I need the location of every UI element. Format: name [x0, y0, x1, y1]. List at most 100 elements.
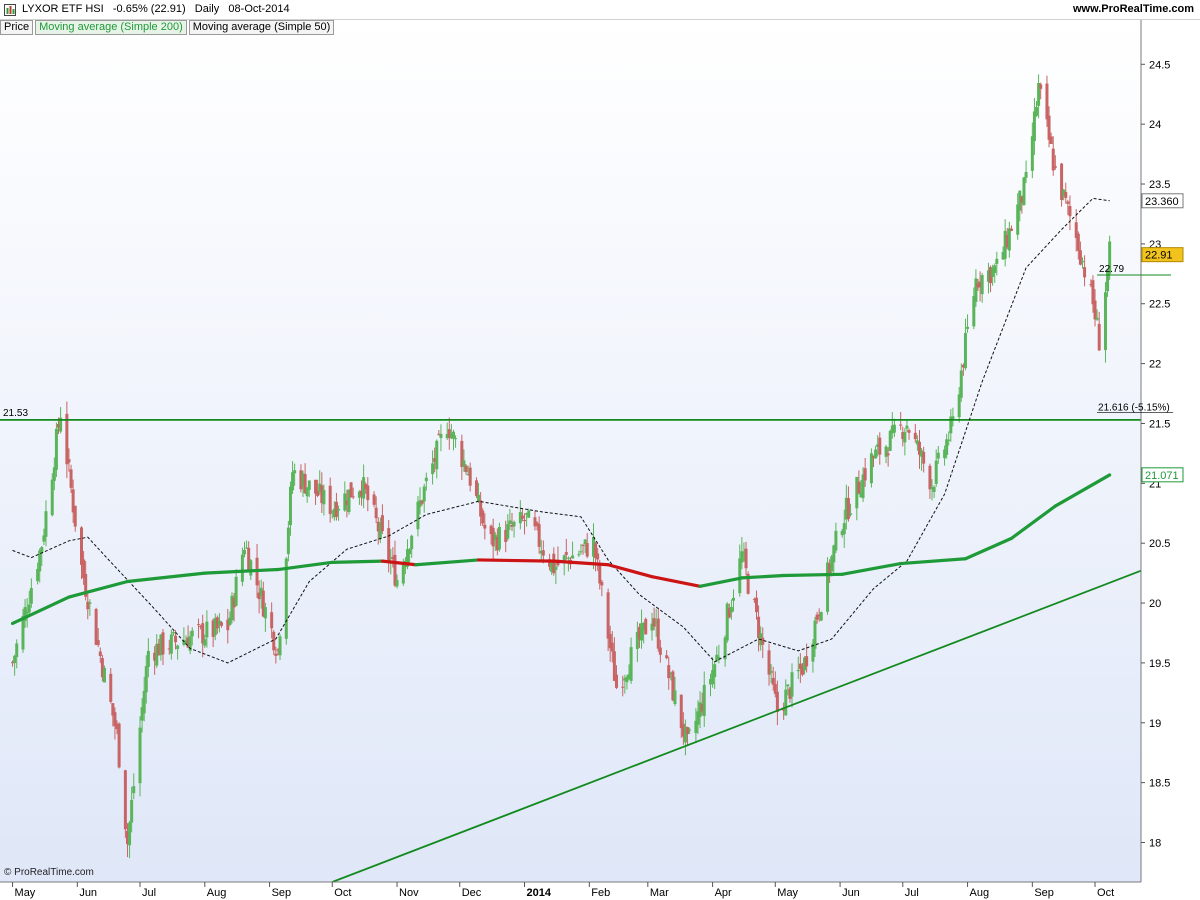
ma200-segment — [10, 595, 71, 626]
candle-body — [621, 686, 625, 688]
candle-body — [830, 556, 834, 572]
candle-body — [111, 703, 115, 716]
legend-ma50[interactable]: Moving average (Simple 50) — [188, 20, 335, 35]
candle-body — [479, 500, 483, 517]
candle-body — [683, 726, 687, 743]
candle-body — [249, 560, 253, 576]
candle-body — [936, 452, 940, 459]
candle-body — [652, 618, 656, 627]
candle-body — [71, 489, 75, 513]
candle-body — [548, 559, 552, 567]
candle-body — [520, 515, 524, 519]
candle-body — [401, 562, 405, 584]
candle-body — [1047, 115, 1051, 140]
candle-body — [1064, 191, 1068, 198]
candle-body — [213, 618, 217, 636]
candle-body — [637, 627, 641, 640]
candle-body — [408, 549, 412, 554]
candle-body — [188, 636, 192, 651]
candle-body — [552, 553, 556, 574]
candle-body — [305, 487, 309, 497]
x-tick-label: Oct — [1097, 887, 1114, 899]
trendline[interactable] — [331, 569, 1141, 882]
candle-body — [963, 332, 967, 369]
candlesticks — [11, 74, 1112, 859]
candle-body — [872, 456, 876, 458]
candle-body — [1080, 261, 1084, 263]
candle-body — [903, 431, 907, 443]
indicator-legend: Price Moving average (Simple 200) Moving… — [0, 20, 336, 35]
candle-body — [665, 655, 669, 659]
candle-body — [1078, 250, 1082, 265]
candle-body — [73, 505, 77, 527]
candle-body — [228, 617, 232, 625]
candle-body — [700, 704, 704, 712]
candle-body — [259, 587, 263, 596]
candle-body — [550, 560, 554, 572]
candle-body — [320, 485, 324, 504]
candle-body — [190, 630, 194, 637]
candle-body — [1024, 171, 1028, 178]
candle-body — [197, 624, 201, 626]
candle-body — [1106, 269, 1110, 292]
candle-body — [380, 515, 384, 532]
candle-body — [418, 500, 422, 507]
candle-body — [773, 684, 777, 694]
candle-body — [497, 526, 501, 550]
candle-body — [491, 527, 495, 547]
candle-body — [961, 365, 965, 368]
candle-body — [803, 657, 807, 671]
candle-body — [594, 543, 598, 559]
candle-body — [245, 547, 249, 549]
candle-body — [788, 688, 792, 699]
candle-body — [681, 723, 685, 737]
ma200-segment — [476, 558, 556, 563]
candle-body — [723, 637, 727, 660]
candle-body — [272, 631, 276, 651]
candle-body — [729, 606, 733, 613]
site-link[interactable]: www.ProRealTime.com — [1072, 3, 1194, 15]
candle-body — [849, 513, 853, 516]
candle-body — [608, 634, 612, 649]
candle-body — [890, 425, 894, 434]
legend-price[interactable]: Price — [0, 20, 34, 35]
candle-body — [717, 656, 721, 660]
candle-body — [286, 527, 290, 554]
candle-body — [1016, 204, 1020, 235]
candle-body — [59, 417, 63, 432]
candle-body — [391, 557, 395, 560]
candle-body — [928, 465, 932, 490]
candle-body — [69, 469, 73, 488]
candle-body — [420, 500, 424, 504]
candle-body — [100, 658, 104, 678]
candle-body — [493, 534, 497, 541]
candle-body — [447, 429, 451, 439]
candle-body — [817, 614, 821, 617]
candle-body — [995, 258, 999, 264]
candle-body — [80, 527, 83, 565]
candle-body — [86, 601, 90, 610]
candle-body — [220, 622, 224, 626]
candle-body — [832, 545, 836, 563]
candle-body — [481, 510, 485, 524]
candle-body — [1039, 84, 1043, 89]
candle-body — [13, 655, 17, 664]
candle-body — [614, 674, 618, 688]
candle-body — [23, 607, 27, 621]
candle-body — [635, 631, 639, 650]
candle-body — [562, 555, 566, 563]
y-tick-label: 19 — [1149, 718, 1161, 730]
candle-body — [583, 539, 587, 545]
candle-body — [796, 669, 800, 672]
candle-body — [174, 635, 178, 643]
candle-body — [761, 637, 765, 645]
ma200-segment — [963, 536, 1014, 561]
candle-body — [21, 616, 25, 650]
ma200-segment — [840, 561, 903, 576]
candle-body — [1005, 235, 1009, 248]
legend-ma200[interactable]: Moving average (Simple 200) — [35, 20, 187, 35]
candle-body — [606, 592, 610, 639]
candle-body — [291, 472, 295, 491]
candle-body — [301, 473, 305, 487]
